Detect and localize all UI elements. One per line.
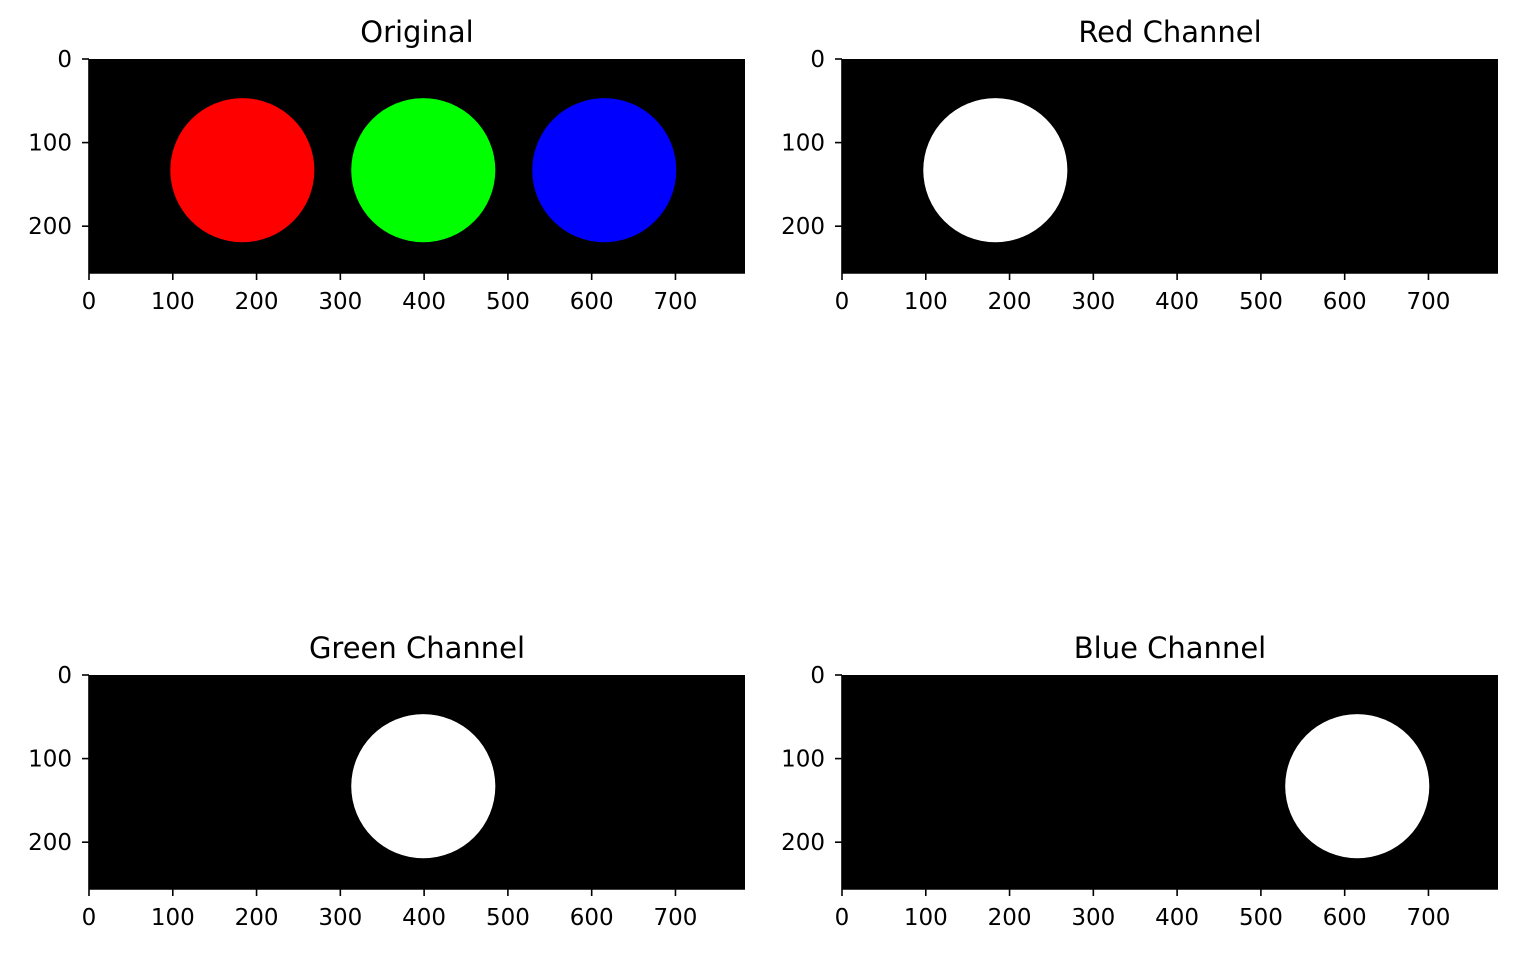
y-tick-label: 100 xyxy=(28,747,72,773)
x-tick-label: 600 xyxy=(1323,289,1367,315)
circle-mark xyxy=(1285,714,1430,859)
x-tick-label: 300 xyxy=(318,289,362,315)
x-tick-label: 500 xyxy=(1239,289,1283,315)
circle-mark xyxy=(170,98,315,243)
y-tick-label: 200 xyxy=(28,830,72,856)
x-tick-label: 700 xyxy=(654,289,698,315)
x-tick-label: 100 xyxy=(904,905,948,931)
x-tick-label: 400 xyxy=(402,289,446,315)
x-tick-label: 700 xyxy=(654,905,698,931)
x-tick-label: 600 xyxy=(570,289,614,315)
y-axis: 0 100 200 xyxy=(781,47,843,273)
x-tick-label: 0 xyxy=(82,905,97,931)
circle-mark xyxy=(532,98,677,243)
x-tick-label: 0 xyxy=(835,289,850,315)
panel-original: Original 0 100 200 300 400 500 600 700 0 100 200 xyxy=(28,15,745,315)
x-tick-label: 400 xyxy=(402,905,446,931)
x-tick-label: 300 xyxy=(1071,289,1115,315)
y-axis: 0 100 200 xyxy=(28,47,90,273)
x-axis: 0 100 200 300 400 500 600 700 xyxy=(835,888,1498,931)
x-tick-label: 400 xyxy=(1155,289,1199,315)
x-tick-label: 700 xyxy=(1407,289,1451,315)
panel-title: Green Channel xyxy=(309,631,525,665)
circles-layer xyxy=(351,714,496,859)
x-tick-label: 500 xyxy=(1239,905,1283,931)
x-tick-label: 600 xyxy=(1323,905,1367,931)
y-tick-label: 100 xyxy=(28,131,72,157)
x-tick-label: 200 xyxy=(988,905,1032,931)
circle-mark xyxy=(351,714,496,859)
y-axis: 0 100 200 xyxy=(781,663,843,889)
circles-layer xyxy=(170,98,677,243)
circles-layer xyxy=(923,98,1068,243)
y-tick-label: 0 xyxy=(810,663,825,689)
y-axis: 0 100 200 xyxy=(28,663,90,889)
x-tick-label: 300 xyxy=(318,905,362,931)
x-axis: 0 100 200 300 400 500 600 700 xyxy=(835,272,1498,315)
y-tick-label: 0 xyxy=(57,663,72,689)
x-tick-label: 100 xyxy=(151,905,195,931)
x-tick-label: 500 xyxy=(486,289,530,315)
x-tick-label: 700 xyxy=(1407,905,1451,931)
panel-red-channel: Red Channel 0 100 200 300 400 500 600 700 0 100 2… xyxy=(781,15,1498,315)
y-tick-label: 200 xyxy=(781,830,825,856)
x-tick-label: 600 xyxy=(570,905,614,931)
x-tick-label: 0 xyxy=(835,905,850,931)
y-tick-label: 100 xyxy=(781,747,825,773)
y-tick-label: 0 xyxy=(57,47,72,73)
y-tick-label: 0 xyxy=(810,47,825,73)
circle-mark xyxy=(351,98,496,243)
panel-title: Blue Channel xyxy=(1074,631,1266,665)
panel-title: Original xyxy=(360,15,473,49)
y-tick-label: 100 xyxy=(781,131,825,157)
y-tick-label: 200 xyxy=(28,214,72,240)
x-tick-label: 0 xyxy=(82,289,97,315)
x-tick-label: 500 xyxy=(486,905,530,931)
y-tick-label: 200 xyxy=(781,214,825,240)
x-axis: 0 100 200 300 400 500 600 700 xyxy=(82,272,745,315)
x-axis: 0 100 200 300 400 500 600 700 xyxy=(82,888,745,931)
x-tick-label: 300 xyxy=(1071,905,1115,931)
x-tick-label: 200 xyxy=(235,905,279,931)
x-tick-label: 200 xyxy=(235,289,279,315)
panel-title: Red Channel xyxy=(1078,15,1261,49)
x-tick-label: 400 xyxy=(1155,905,1199,931)
panel-blue-channel: Blue Channel 0 100 200 300 400 500 600 700 0 100… xyxy=(781,631,1498,931)
panel-green-channel: Green Channel 0 100 200 300 400 500 600 700 0 10… xyxy=(28,631,745,931)
x-tick-label: 100 xyxy=(151,289,195,315)
x-tick-label: 200 xyxy=(988,289,1032,315)
circle-mark xyxy=(923,98,1068,243)
x-tick-label: 100 xyxy=(904,289,948,315)
circles-layer xyxy=(1285,714,1430,859)
